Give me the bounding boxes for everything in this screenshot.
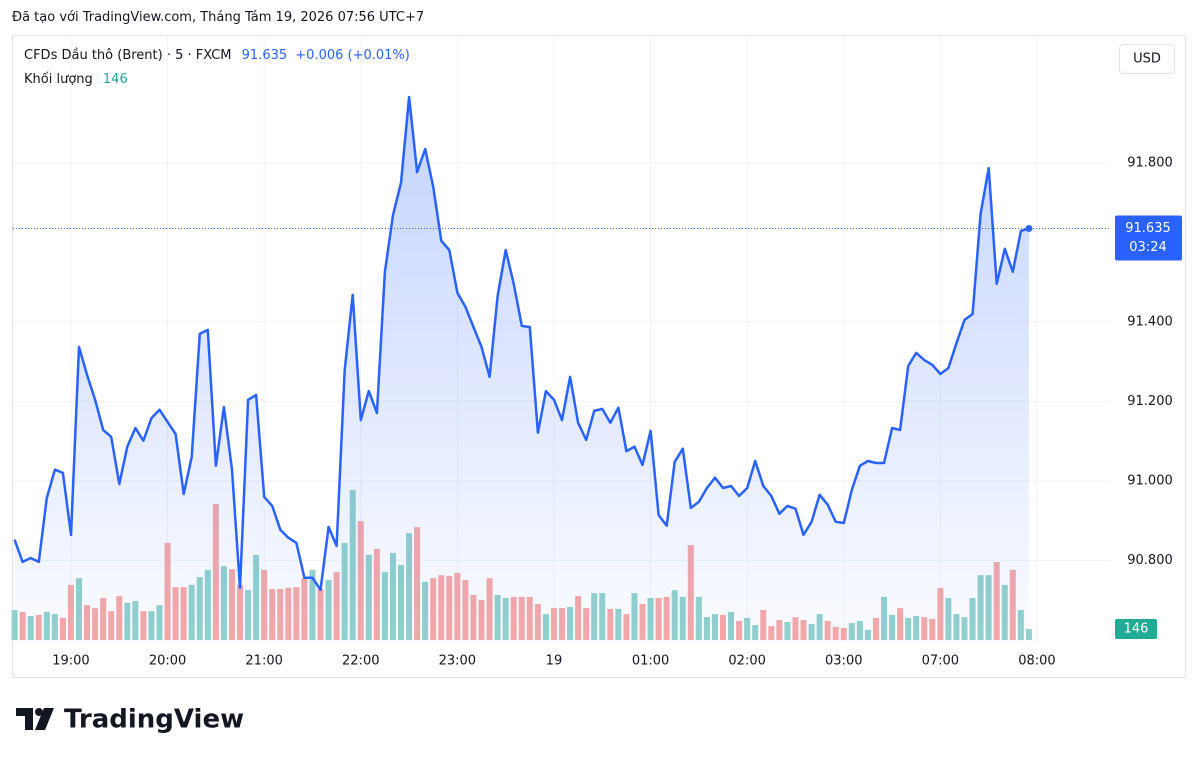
legend-price: CFDs Dầu thô (Brent) · 5 · FXCM 91.635 +… — [24, 48, 410, 63]
y-tick-label: 91.800 — [1127, 155, 1173, 170]
change: +0.006 (+0.01%) — [295, 48, 410, 63]
x-tick-label: 21:00 — [245, 654, 282, 669]
x-tick-label: 07:00 — [922, 654, 959, 669]
y-tick-label: 91.400 — [1127, 314, 1173, 329]
x-tick-label: 22:00 — [342, 654, 379, 669]
price-badge-value: 91.635 — [1125, 221, 1171, 236]
last-volume: 146 — [102, 72, 128, 87]
x-tick-label: 23:00 — [439, 654, 476, 669]
symbol: CFDs Dầu thô (Brent) · 5 · FXCM — [24, 48, 232, 63]
logo-text: TradingView — [64, 705, 244, 735]
countdown: 03:24 — [1129, 240, 1166, 255]
y-tick-label: 91.200 — [1127, 394, 1173, 409]
x-tick-label: 19 — [546, 654, 563, 669]
header: Đã tạo với TradingView.com, Tháng Tám 19… — [12, 10, 425, 25]
price-series — [13, 95, 1110, 643]
last-point — [1025, 225, 1033, 233]
x-tick-label: 19:00 — [52, 654, 89, 669]
volume-badge-value: 146 — [1124, 622, 1149, 637]
logo-icon — [35, 708, 54, 730]
x-tick-label: 20:00 — [149, 654, 186, 669]
volume-label: Khối lượng — [24, 72, 93, 87]
x-tick-label: 01:00 — [632, 654, 669, 669]
currency-button[interactable] — [1119, 44, 1175, 74]
x-tick-label: 03:00 — [825, 654, 862, 669]
currency[interactable]: USD — [1133, 52, 1161, 67]
x-tick-label: 02:00 — [728, 654, 765, 669]
y-tick-label: 90.800 — [1127, 553, 1173, 568]
volume-badge — [1115, 619, 1157, 640]
legend-volume: Khối lượng 146 — [24, 72, 128, 87]
price-line — [13, 95, 1030, 592]
price-badge — [1115, 215, 1182, 261]
logo-icon — [16, 708, 33, 730]
x-tick-label: 08:00 — [1018, 654, 1055, 669]
logo-icon — [35, 708, 43, 716]
logo: TradingView — [16, 705, 244, 735]
last-price: 91.635 — [241, 48, 288, 63]
y-tick-label: 91.000 — [1127, 473, 1173, 488]
axes: 90.800 91.000 91.200 91.400 91.800 19:00 20:00… — [52, 155, 1182, 669]
